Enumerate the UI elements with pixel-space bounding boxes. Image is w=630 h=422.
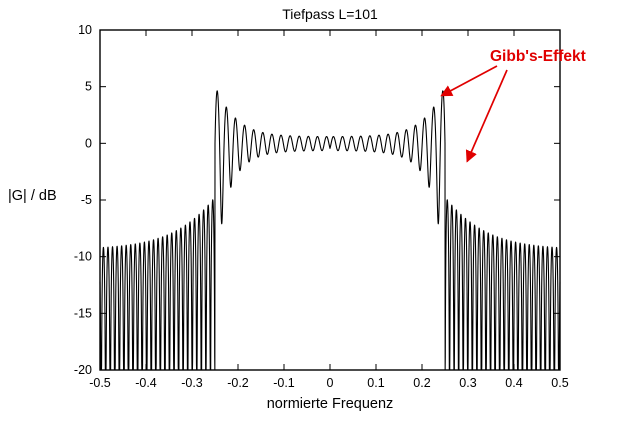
x-tick-label: -0.1 [273, 376, 295, 390]
y-tick-label: -10 [74, 250, 92, 264]
y-tick-label: -20 [74, 363, 92, 377]
y-axis-label: |G| / dB [8, 188, 57, 204]
x-tick-label: -0.3 [181, 376, 203, 390]
x-tick-label: -0.5 [89, 376, 111, 390]
y-tick-label: -15 [74, 306, 92, 320]
x-tick-label: -0.4 [135, 376, 157, 390]
y-tick-label: 10 [78, 23, 92, 37]
x-tick-label: 0.2 [413, 376, 430, 390]
y-tick-label: -5 [81, 193, 92, 207]
x-tick-label: 0.1 [367, 376, 384, 390]
gibbs-effect-annotation: Gibb's-Effekt [490, 48, 586, 65]
x-tick-label: 0.3 [459, 376, 476, 390]
x-tick-label: -0.2 [227, 376, 249, 390]
x-tick-label: 0.5 [551, 376, 568, 390]
chart-title: Tiefpass L=101 [282, 6, 378, 22]
annotation-arrow [465, 69, 508, 163]
x-tick-label: 0 [327, 376, 334, 390]
y-tick-label: 5 [85, 80, 92, 94]
frequency-response-curve [99, 90, 561, 371]
x-tick-label: 0.4 [505, 376, 522, 390]
x-axis-label: normierte Frequenz [266, 396, 394, 412]
y-tick-label: 0 [85, 136, 92, 150]
annotation-arrow [440, 65, 498, 97]
